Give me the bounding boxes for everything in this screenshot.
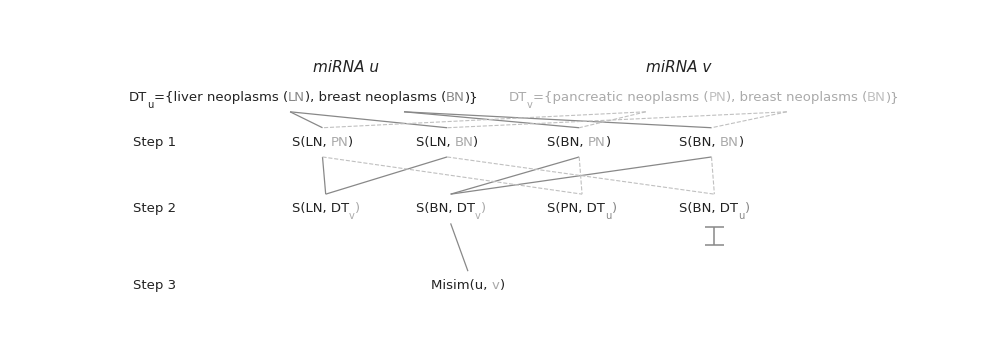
Text: u: u [738, 211, 744, 221]
Text: PN: PN [708, 91, 726, 104]
Text: DT: DT [509, 91, 527, 104]
Text: LN: LN [288, 91, 305, 104]
Text: ): ) [500, 279, 505, 292]
Text: ), breast neoplasms (: ), breast neoplasms ( [726, 91, 867, 104]
Text: S(LN,: S(LN, [416, 136, 454, 149]
Text: BN: BN [867, 91, 886, 104]
Text: Step 1: Step 1 [133, 136, 176, 149]
Text: S(LN, DT: S(LN, DT [292, 202, 349, 215]
Text: ): ) [739, 136, 744, 149]
Text: S(BN, DT: S(BN, DT [416, 202, 475, 215]
Text: v: v [349, 211, 355, 221]
Text: S(BN,: S(BN, [547, 136, 588, 149]
Text: ): ) [612, 202, 617, 215]
Text: BN: BN [454, 136, 473, 149]
Text: ): ) [473, 136, 479, 149]
Text: PN: PN [588, 136, 606, 149]
Text: ={pancreatic neoplasms (: ={pancreatic neoplasms ( [533, 91, 708, 104]
Text: Step 3: Step 3 [133, 279, 176, 292]
Text: )}: )} [465, 91, 478, 104]
Text: BN: BN [446, 91, 465, 104]
Text: v: v [527, 100, 533, 110]
Text: ): ) [744, 202, 750, 215]
Text: S(BN, DT: S(BN, DT [679, 202, 738, 215]
Text: v: v [492, 279, 500, 292]
Text: miRNA v: miRNA v [646, 60, 712, 75]
Text: u: u [147, 100, 154, 110]
Text: ): ) [348, 136, 353, 149]
Text: v: v [475, 211, 480, 221]
Text: u: u [605, 211, 612, 221]
Text: ): ) [355, 202, 360, 215]
Text: ): ) [606, 136, 611, 149]
Text: )}: )} [886, 91, 900, 104]
Text: ), breast neoplasms (: ), breast neoplasms ( [305, 91, 446, 104]
Text: DT: DT [129, 91, 147, 104]
Text: Step 2: Step 2 [133, 202, 176, 215]
Text: S(LN,: S(LN, [292, 136, 330, 149]
Text: miRNA u: miRNA u [313, 60, 379, 75]
Text: BN: BN [720, 136, 739, 149]
Text: S(PN, DT: S(PN, DT [547, 202, 605, 215]
Text: ={liver neoplasms (: ={liver neoplasms ( [154, 91, 288, 104]
Text: Misim(u,: Misim(u, [431, 279, 492, 292]
Text: ): ) [480, 202, 486, 215]
Text: PN: PN [330, 136, 348, 149]
Text: S(BN,: S(BN, [679, 136, 720, 149]
